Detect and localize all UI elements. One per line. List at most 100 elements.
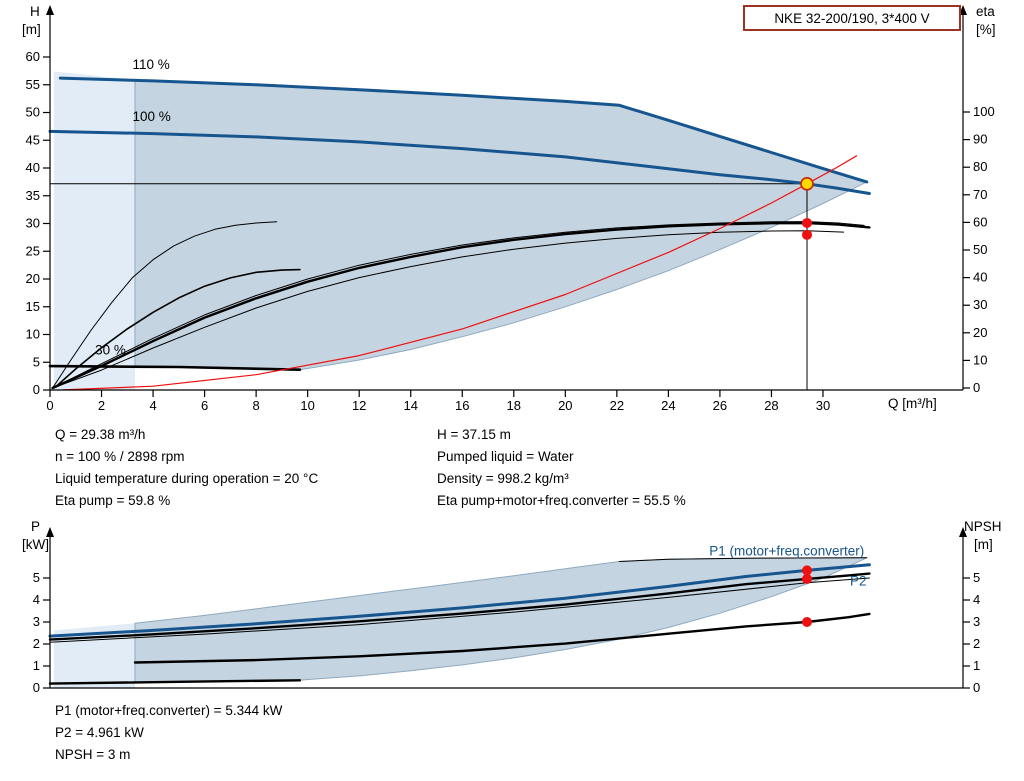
npsh-axis-unit: [m] [974, 537, 993, 552]
x-tick-label: 20 [558, 398, 572, 413]
curve-30pct [48, 364, 302, 372]
low-flow-band [53, 71, 135, 391]
y-tick-label: 2 [33, 636, 40, 651]
p2-duty-marker [802, 573, 813, 584]
y-tick-label: 40 [26, 160, 40, 175]
y2-tick-label: 4 [973, 592, 980, 607]
y2-tick-label: 90 [973, 132, 987, 147]
p-axis-unit: [kW] [22, 537, 49, 552]
x-tick-label: 16 [455, 398, 469, 413]
y-tick-label: 1 [33, 658, 40, 673]
envelope-top-edge [618, 557, 868, 562]
y2-tick-label: 100 [973, 104, 995, 119]
p-axis-label: P [31, 519, 41, 534]
y-tick-label: 20 [26, 271, 40, 286]
eta-curve-30pct [52, 221, 278, 389]
y-tick-label: 15 [26, 299, 40, 314]
info-head: H = 37.15 m [437, 427, 511, 442]
info-liquid: Pumped liquid = Water [437, 449, 574, 464]
axis-arrow [46, 527, 54, 537]
duty-point-marker[interactable] [800, 177, 814, 191]
x-tick-label: 2 [98, 398, 105, 413]
y-tick-label: 3 [33, 614, 40, 629]
y-tick-label: 50 [26, 105, 40, 120]
info-temperature: Liquid temperature during operation = 20… [55, 471, 319, 486]
eta-axis-label: eta [976, 4, 995, 19]
info-npsh: NPSH = 3 m [55, 747, 131, 762]
eta-curve-pump [51, 221, 871, 390]
eta-total-marker [802, 229, 813, 240]
y-tick-label: 10 [26, 327, 40, 342]
y2-tick-label: 2 [973, 636, 980, 651]
y-tick-label: 35 [26, 188, 40, 203]
curve-label: P2 [850, 573, 867, 588]
y-tick-label: 45 [26, 132, 40, 147]
npsh-duty-marker [802, 617, 813, 627]
y2-tick-label: 30 [973, 297, 987, 312]
y-tick-label: 4 [33, 592, 40, 607]
axis-arrow [959, 5, 967, 15]
y2-tick-label: 1 [973, 658, 980, 673]
y-tick-label: 30 [26, 216, 40, 231]
curve-p1 [48, 563, 871, 638]
y-tick-label: 5 [33, 570, 40, 585]
y2-tick-label: 3 [973, 614, 980, 629]
info-p1: P1 (motor+freq.converter) = 5.344 kW [55, 703, 283, 718]
x-tick-label: 14 [403, 398, 417, 413]
power-info: P1 (motor+freq.converter) = 5.344 kW P2 … [55, 700, 282, 766]
info-eta-total: Eta pump+motor+freq.converter = 55.5 % [437, 493, 686, 508]
operating-envelope [134, 79, 869, 371]
y-tick-label: 0 [33, 382, 40, 397]
curve-p-30pct [48, 679, 302, 685]
axis-arrow [959, 527, 967, 537]
eta-curve-thin-upper [52, 221, 865, 389]
y2-tick-label: 70 [973, 187, 987, 202]
y-tick-label: 5 [33, 354, 40, 369]
curve-label: 110 % [132, 57, 169, 72]
x-tick-label: 6 [201, 398, 208, 413]
x-tick-label: 4 [149, 398, 156, 413]
y2-tick-label: 0 [973, 380, 980, 395]
h-axis-unit: [m] [22, 22, 41, 37]
eta-axis-unit: [%] [976, 22, 996, 37]
info-speed: n = 100 % / 2898 rpm [55, 449, 185, 464]
duty-info-right: H = 37.15 m Pumped liquid = Water Densit… [437, 424, 686, 512]
y2-tick-label: 0 [973, 680, 980, 695]
duty-info-left: Q = 29.38 m³/h n = 100 % / 2898 rpm Liqu… [55, 424, 318, 512]
curve-p2 [48, 572, 871, 641]
h-axis-label: H [30, 4, 40, 19]
x-tick-label: 28 [764, 398, 778, 413]
x-tick-label: 30 [816, 398, 830, 413]
x-tick-label: 24 [661, 398, 675, 413]
x-tick-label: 18 [507, 398, 521, 413]
y2-tick-label: 40 [973, 270, 987, 285]
curve-label: 100 % [132, 109, 170, 124]
curve-npsh [133, 612, 871, 664]
curve-110pct [58, 76, 869, 184]
eta-curve-thin-lower [52, 230, 845, 389]
info-flow: Q = 29.38 m³/h [55, 427, 146, 442]
y-tick-label: 55 [26, 77, 40, 92]
y2-tick-label: 5 [973, 570, 980, 585]
q-axis-label: Q [m³/h] [888, 396, 937, 411]
info-eta-pump: Eta pump = 59.8 % [55, 493, 171, 508]
power-envelope [134, 557, 868, 684]
pump-title-box: NKE 32-200/190, 3*400 V [743, 5, 961, 31]
axis-arrow [46, 5, 54, 15]
x-tick-label: 10 [300, 398, 314, 413]
y2-tick-label: 80 [973, 159, 987, 174]
y-tick-label: 25 [26, 243, 40, 258]
x-tick-label: 0 [46, 398, 53, 413]
y2-tick-label: 10 [973, 352, 987, 367]
x-tick-label: 22 [610, 398, 624, 413]
p1-duty-marker [802, 565, 813, 576]
y2-tick-label: 60 [973, 214, 987, 229]
y2-tick-label: 20 [973, 325, 987, 340]
curve-mid-speed [54, 268, 301, 389]
curve-label: 30 % [95, 343, 126, 358]
eta-pump-marker [802, 217, 813, 228]
x-tick-label: 12 [352, 398, 366, 413]
y-tick-label: 60 [26, 49, 40, 64]
info-density: Density = 998.2 kg/m³ [437, 471, 569, 486]
